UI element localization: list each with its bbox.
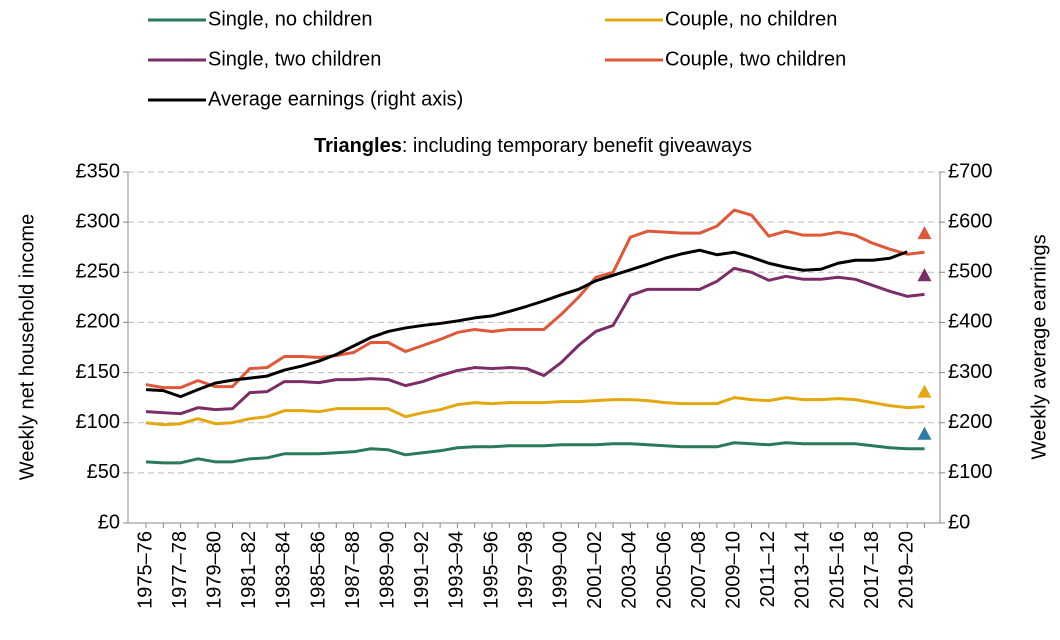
y-axis-title: Weekly net household income bbox=[16, 214, 38, 480]
x-tick-label: 2001–02 bbox=[584, 531, 606, 609]
x-tick-label: 2013–14 bbox=[792, 531, 814, 609]
x-tick-label: 1981–82 bbox=[238, 531, 260, 609]
y-tick-label: £150 bbox=[76, 361, 121, 383]
x-tick-label: 1985–86 bbox=[307, 531, 329, 609]
y-tick-label: £0 bbox=[98, 511, 120, 533]
x-tick-label: 2009–10 bbox=[722, 531, 744, 609]
y2-tick-label: £200 bbox=[948, 411, 993, 433]
y2-tick-label: £300 bbox=[948, 361, 993, 383]
x-tick-label: 2007–08 bbox=[688, 531, 710, 609]
y-tick-label: £350 bbox=[76, 160, 121, 182]
x-tick-label: 1993–94 bbox=[446, 531, 468, 609]
series-line bbox=[145, 396, 925, 427]
x-tick-label: 2003–04 bbox=[619, 531, 641, 609]
x-tick-label: 1997–98 bbox=[515, 531, 537, 609]
legend-label: Average earnings (right axis) bbox=[208, 88, 463, 110]
x-tick-label: 1977–78 bbox=[169, 531, 191, 609]
y2-tick-label: £100 bbox=[948, 461, 993, 483]
x-tick-label: 1987–88 bbox=[342, 531, 364, 609]
series-line bbox=[145, 441, 925, 465]
legend-label: Couple, no children bbox=[665, 8, 837, 30]
x-tick-label: 1999–00 bbox=[549, 531, 571, 609]
y2-tick-label: £0 bbox=[948, 511, 970, 533]
y-tick-label: £200 bbox=[76, 311, 121, 333]
series-line bbox=[145, 266, 925, 416]
y-tick-label: £300 bbox=[76, 210, 121, 232]
annotation-text: : including temporary benefit giveaways bbox=[402, 135, 752, 157]
x-tick-label: 2005–06 bbox=[653, 531, 675, 609]
x-tick-label: 2019–20 bbox=[895, 531, 917, 609]
triangle-marker bbox=[917, 384, 932, 398]
x-tick-label: 1991–92 bbox=[411, 531, 433, 609]
x-tick-label: 2011–12 bbox=[757, 531, 779, 607]
y2-tick-label: £400 bbox=[948, 311, 993, 333]
annotation-bold: Triangles bbox=[314, 135, 402, 157]
y2-axis-title: Weekly average earnings bbox=[1028, 234, 1050, 459]
x-tick-label: 1975–76 bbox=[134, 531, 156, 609]
x-tick-label: 2017–18 bbox=[861, 531, 883, 609]
x-tick-label: 1989–90 bbox=[376, 531, 398, 609]
legend-label: Single, no children bbox=[208, 8, 373, 30]
y2-tick-label: £500 bbox=[948, 261, 993, 283]
y-tick-label: £100 bbox=[76, 411, 121, 433]
annotation: Triangles: including temporary benefit g… bbox=[314, 135, 752, 157]
y-tick-label: £50 bbox=[87, 461, 120, 483]
y2-tick-label: £600 bbox=[948, 210, 993, 232]
triangle-marker bbox=[917, 268, 932, 282]
triangle-marker bbox=[917, 426, 932, 440]
legend-label: Single, two children bbox=[208, 48, 381, 70]
triangle-marker bbox=[917, 226, 932, 240]
series-line bbox=[145, 248, 908, 399]
x-tick-label: 1983–84 bbox=[273, 531, 295, 609]
y2-tick-label: £700 bbox=[948, 160, 993, 182]
y-tick-label: £250 bbox=[76, 261, 121, 283]
x-tick-label: 1979–80 bbox=[203, 531, 225, 609]
x-tick-label: 1995–96 bbox=[480, 531, 502, 609]
legend-label: Couple, two children bbox=[665, 48, 846, 70]
x-tick-label: 2015–16 bbox=[826, 531, 848, 609]
series-line bbox=[145, 208, 925, 390]
